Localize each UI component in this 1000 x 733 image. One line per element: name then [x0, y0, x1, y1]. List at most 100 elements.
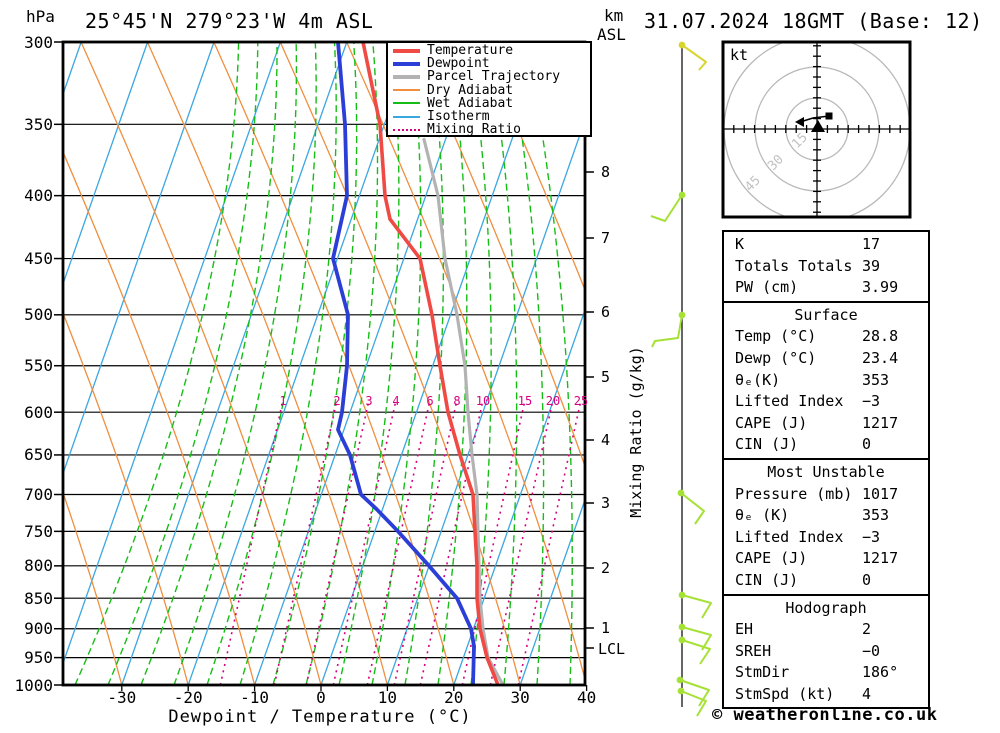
legend-line-sample [393, 48, 420, 53]
temp-tick-label: 10 [377, 688, 398, 707]
hodograph-border [721, 40, 912, 219]
pressure-tick-label: 800 [24, 556, 53, 576]
legend-line-sample [393, 74, 420, 79]
temp-tick-label: -30 [107, 688, 137, 707]
indices-section: K 17 Totals Totals 39 PW (cm) 3.99 [722, 230, 930, 303]
indices-row: SREH −0 [724, 641, 928, 663]
indices-row-label: Totals Totals [735, 256, 853, 275]
dry-adiabat-line [63, 311, 189, 685]
km-tick-label: 1 [601, 619, 611, 637]
lcl-label: LCL [598, 640, 626, 658]
pressure-tick-label: 850 [24, 588, 53, 608]
km-tick-label: 4 [601, 431, 611, 449]
temperature-curve [361, 42, 500, 685]
hodograph-trace-arrow [795, 117, 804, 127]
indices-row-label: CIN (J) [735, 435, 799, 454]
indices-row-value: 0 [862, 570, 872, 589]
wind-barb-dot [677, 489, 685, 497]
indices-row-label: CAPE (J) [735, 549, 808, 568]
legend-line-sample [393, 115, 420, 118]
station-title: 25°45'N 279°23'W 4m ASL [85, 9, 374, 33]
indices-row-label: K [735, 235, 745, 253]
indices-row: CIN (J) 0 [724, 434, 928, 456]
indices-row: CIN (J) 0 [724, 570, 928, 592]
indices-section: Hodograph EH 2 SREH −0 StmDir 186° StmSpd (kt) 4 [722, 593, 930, 710]
legend-item: Mixing Ratio [388, 123, 590, 136]
indices-row: Pressure (mb) 1017 [724, 484, 928, 506]
legend-line-sample [393, 61, 420, 66]
isotherm-line [519, 497, 585, 685]
wind-barb [651, 314, 683, 348]
x-axis-caption: Dewpoint / Temperature (°C) [168, 707, 472, 727]
indices-row: θₑ(K) 353 [724, 370, 928, 392]
wind-barb [680, 492, 705, 525]
indices-row: Dewp (°C) 23.4 [724, 348, 928, 370]
isotherm-line [63, 42, 149, 286]
pressure-tick-label: 1000 [14, 675, 53, 695]
wind-barb [681, 594, 712, 619]
wet-adiabat-line [206, 42, 317, 685]
dry-adiabat-line [146, 42, 389, 685]
km-tick-label: 7 [601, 229, 611, 247]
indices-row: θₑ (K) 353 [724, 505, 928, 527]
isotherm-line [187, 42, 414, 685]
indices-row-label: CIN (J) [735, 570, 799, 589]
indices-row: CAPE (J) 1217 [724, 548, 928, 570]
legend-item: Dry Adiabat [388, 84, 590, 97]
mixing-ratio-line [366, 399, 431, 685]
dry-adiabat-line [63, 150, 256, 685]
wet-adiabat-line [107, 42, 259, 685]
indices-row-value: 23.4 [862, 348, 899, 367]
pressure-tick-label: 300 [24, 32, 53, 52]
indices-row-value: 28.8 [862, 327, 899, 346]
indices-row: StmSpd (kt) 4 [724, 684, 928, 706]
run-date-title: 31.07.2024 18GMT (Base: 12) [644, 9, 983, 33]
legend-label: Parcel Trajectory [427, 69, 561, 85]
temp-tick-label: 0 [316, 688, 326, 707]
mixing-ratio-line [273, 399, 338, 685]
pressure-tick-label: 400 [24, 186, 53, 206]
pressure-tick-label: 700 [24, 485, 53, 504]
indices-row-label: Dewp (°C) [735, 348, 817, 367]
mixing-ratio-label: 2 [333, 394, 341, 408]
indices-section-header: Surface [794, 305, 858, 324]
indices-row: PW (cm) 3.99 [724, 277, 928, 299]
indices-row-value: −3 [862, 527, 881, 546]
wind-barb-dot [678, 591, 686, 599]
hodograph-unit-label: kt [730, 46, 748, 64]
wet-adiabat-line [272, 42, 358, 685]
indices-section-header: Most Unstable [767, 462, 885, 481]
indices-row-label: EH [735, 620, 754, 639]
indices-row: Lifted Index −3 [724, 391, 928, 413]
isotherm-line [386, 118, 585, 685]
indices-row-value: 186° [862, 663, 899, 682]
dry-adiabat-line [279, 42, 521, 685]
legend-label: Wet Adiabat [427, 95, 514, 111]
indices-row-value: 3.99 [862, 278, 899, 297]
wet-adiabat-line [74, 42, 240, 685]
legend-label: Temperature [427, 43, 514, 59]
mixing-ratio-label: 8 [453, 394, 461, 408]
km-tick-label: 6 [601, 303, 611, 321]
storm-motion-marker [811, 120, 825, 132]
isotherm-line [253, 42, 481, 685]
wind-barb [681, 44, 707, 71]
dry-adiabat-line [346, 42, 585, 682]
indices-row: Totals Totals 39 [724, 256, 928, 278]
mixing-ratio-axis-label: Mixing Ratio (g/kg) [627, 346, 645, 518]
indices-row-label: Pressure (mb) [735, 484, 853, 503]
temp-tick-label: 30 [510, 688, 530, 707]
hodograph-start-marker [825, 112, 833, 120]
indices-row-value: 39 [862, 256, 881, 275]
mixing-ratio-label: 3 [365, 394, 373, 408]
wet-adiabat-line [173, 42, 298, 685]
isotherm-line [63, 42, 282, 666]
legend-item: Parcel Trajectory [388, 70, 590, 83]
legend-item: Isotherm [388, 110, 590, 123]
indices-row-value: 4 [862, 684, 872, 703]
indices-row-value: 17 [862, 235, 881, 253]
temp-tick-label: -10 [240, 688, 270, 707]
mixing-ratio-line [517, 399, 582, 685]
indices-row: Lifted Index −3 [724, 527, 928, 549]
hodograph-trace [799, 115, 830, 123]
